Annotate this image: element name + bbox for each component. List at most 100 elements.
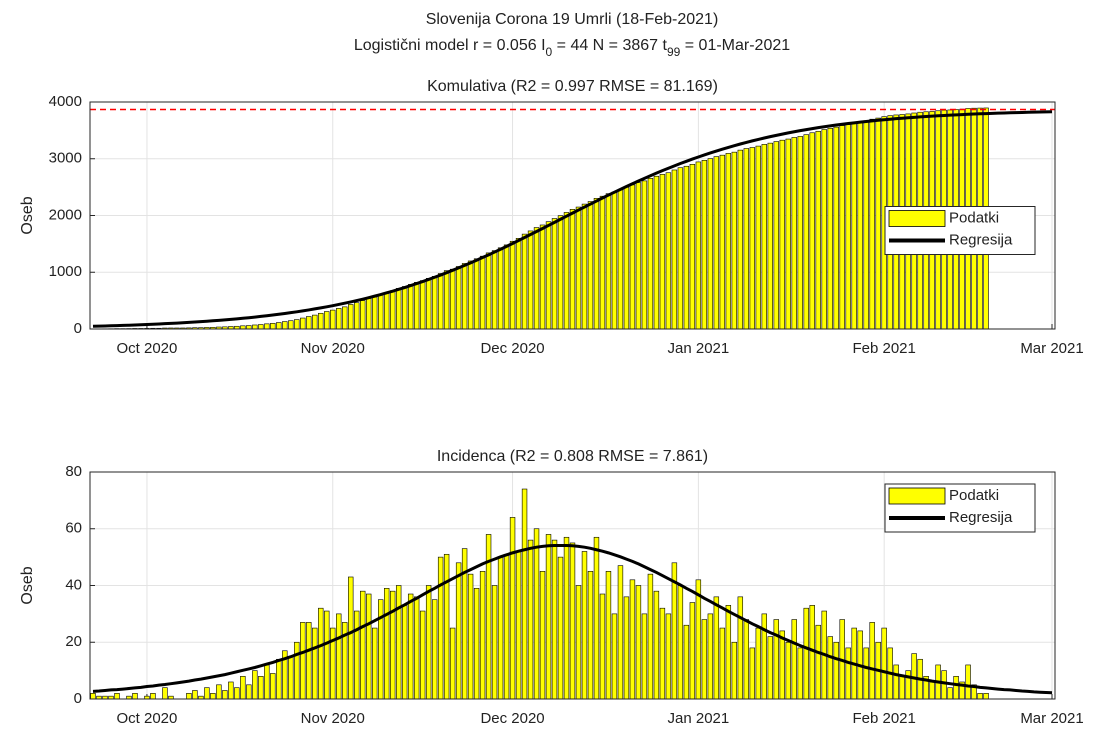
bar xyxy=(378,599,384,700)
y-tick-label: 1000 xyxy=(49,263,82,280)
bar xyxy=(707,613,714,700)
bar xyxy=(204,687,210,700)
bar xyxy=(539,571,546,700)
bar xyxy=(629,184,636,330)
bar xyxy=(252,324,258,330)
bar xyxy=(395,585,402,700)
bar xyxy=(372,627,378,700)
bar xyxy=(815,624,821,700)
bar xyxy=(737,596,744,700)
bar xyxy=(150,693,156,700)
bar xyxy=(569,209,576,330)
bar xyxy=(665,613,672,700)
bar xyxy=(659,607,666,700)
bar xyxy=(947,687,953,700)
bar xyxy=(701,160,708,330)
bar xyxy=(833,126,839,330)
bar xyxy=(659,174,666,330)
bar xyxy=(479,571,486,700)
bar xyxy=(551,218,558,330)
bar xyxy=(336,613,342,700)
bar xyxy=(258,324,264,330)
subtitle-sub: 0 xyxy=(546,45,553,59)
bar xyxy=(497,247,504,330)
bar xyxy=(306,622,312,700)
bar xyxy=(539,224,546,330)
bar xyxy=(719,627,726,700)
legend-label: Podatki xyxy=(949,487,999,504)
bar xyxy=(623,596,630,700)
bar xyxy=(773,619,779,700)
bar xyxy=(467,260,474,330)
bar xyxy=(366,298,372,330)
bar xyxy=(899,675,905,700)
figure-title: Slovenija Corona 19 Umrli (18-Feb-2021) xyxy=(426,11,719,28)
bar xyxy=(479,255,486,330)
x-tick-label: Mar 2021 xyxy=(1020,340,1083,357)
bar xyxy=(497,556,504,700)
bar xyxy=(761,144,767,330)
bar xyxy=(491,585,498,700)
bar xyxy=(264,323,270,330)
x-tick-label: Feb 2021 xyxy=(852,710,915,727)
bar xyxy=(785,138,791,330)
bar xyxy=(533,227,540,330)
bar xyxy=(719,154,726,330)
bar xyxy=(443,553,450,700)
bar xyxy=(731,641,738,700)
bar xyxy=(533,528,540,700)
bar xyxy=(707,158,714,330)
bar xyxy=(599,593,606,700)
bar xyxy=(575,585,582,700)
bar xyxy=(773,141,779,330)
bar xyxy=(282,321,288,330)
bar xyxy=(695,161,702,330)
bar xyxy=(318,312,324,330)
x-tick-label: Oct 2020 xyxy=(117,710,178,727)
bar xyxy=(527,539,534,700)
bar xyxy=(815,130,821,330)
bar xyxy=(419,610,426,700)
bar xyxy=(276,322,282,330)
bar xyxy=(635,182,642,330)
bar xyxy=(869,118,875,330)
bar xyxy=(653,590,660,700)
bar xyxy=(587,201,594,330)
x-tick-label: Mar 2021 xyxy=(1020,710,1083,727)
bar xyxy=(276,658,282,700)
bar xyxy=(803,134,809,330)
bar xyxy=(372,296,378,330)
bar xyxy=(677,167,684,330)
bar xyxy=(342,306,348,330)
bar xyxy=(485,534,492,700)
bar xyxy=(383,292,390,330)
bar xyxy=(647,573,654,700)
bar xyxy=(473,588,480,700)
bar xyxy=(713,596,720,700)
legend-swatch xyxy=(888,210,946,227)
y-tick-label: 4000 xyxy=(49,93,82,110)
y-tick-label: 60 xyxy=(65,520,82,537)
bar xyxy=(767,636,773,700)
bar xyxy=(336,308,342,330)
bar xyxy=(557,556,564,700)
bar xyxy=(378,294,384,330)
bar xyxy=(216,684,222,700)
x-tick-label: Oct 2020 xyxy=(117,340,178,357)
bar xyxy=(581,203,588,330)
bar xyxy=(623,186,630,330)
bar xyxy=(797,136,803,330)
bar xyxy=(258,675,264,700)
bar xyxy=(593,536,600,700)
plot-frame xyxy=(89,101,1056,330)
y-axis-label: Oseb xyxy=(19,566,36,604)
bar xyxy=(114,693,120,700)
bar xyxy=(869,622,875,700)
bar xyxy=(354,610,360,700)
x-tick-label: Dec 2020 xyxy=(480,340,544,357)
bar xyxy=(881,627,887,700)
bar xyxy=(587,571,594,700)
bar xyxy=(839,125,845,330)
bar xyxy=(749,147,756,330)
bar xyxy=(611,613,618,700)
